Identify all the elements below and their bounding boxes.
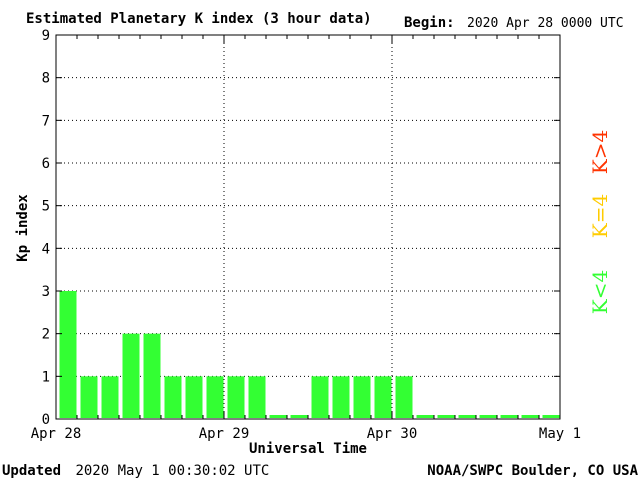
- kp-bar: [80, 376, 98, 418]
- legend-low: K<4: [588, 270, 612, 314]
- y-tick-label: 1: [42, 369, 50, 385]
- kp-bar: [416, 415, 434, 418]
- y-tick-label: 0: [42, 412, 50, 428]
- chart-title: Estimated Planetary K index (3 hour data…: [26, 11, 372, 27]
- kp-bar: [269, 415, 287, 418]
- updated-value: 2020 May 1 00:30:02 UTC: [75, 463, 269, 479]
- kp-bar: [395, 376, 413, 418]
- x-tick-label: Apr 28: [31, 426, 82, 442]
- kp-bar: [479, 415, 497, 418]
- source-credit: NOAA/SWPC Boulder, CO USA: [427, 463, 638, 479]
- y-axis-label: Kp index: [15, 194, 31, 262]
- kp-bar: [227, 376, 245, 418]
- y-tick-label: 5: [42, 199, 50, 215]
- kp-bar: [206, 376, 224, 418]
- updated-line: Updated 2020 May 1 00:30:02 UTC: [2, 463, 269, 479]
- x-axis-label: Universal Time: [249, 441, 367, 457]
- kp-bar: [143, 333, 161, 418]
- kp-bar: [332, 376, 350, 418]
- updated-label: Updated: [2, 463, 61, 479]
- kp-bar: [542, 415, 560, 418]
- kp-bar: [437, 415, 455, 418]
- kp-bar: [500, 415, 518, 418]
- kp-bar: [374, 376, 392, 418]
- x-tick-label: Apr 30: [367, 426, 418, 442]
- kp-bar: [122, 333, 140, 418]
- kp-bar: [311, 376, 329, 418]
- y-tick-label: 6: [42, 156, 50, 172]
- kp-bar: [521, 415, 539, 418]
- kp-bar: [164, 376, 182, 418]
- legend-high: K>4: [588, 130, 612, 174]
- begin-label: Begin:: [404, 15, 455, 31]
- y-tick-label: 7: [42, 113, 50, 129]
- plot-frame: [55, 34, 561, 420]
- kp-bar: [290, 415, 308, 418]
- kp-bar: [59, 291, 77, 418]
- x-tick-label: May 1: [539, 426, 581, 442]
- y-tick-label: 3: [42, 284, 50, 300]
- kp-bar: [101, 376, 119, 418]
- begin-value: 2020 Apr 28 0000 UTC: [467, 16, 624, 31]
- x-tick-label: Apr 29: [199, 426, 250, 442]
- x-tick-labels: Apr 28 Apr 29 Apr 30 May 1: [31, 426, 581, 442]
- kp-bar: [248, 376, 266, 418]
- kp-bar: [185, 376, 203, 418]
- y-tick-label: 4: [42, 241, 50, 257]
- y-tick-labels: 0 1 2 3 4 5 6 7 8 9: [42, 28, 50, 428]
- kp-bar: [458, 415, 476, 418]
- bars: [59, 291, 560, 418]
- legend-mid: K=4: [588, 194, 612, 238]
- kp-bar: [353, 376, 371, 418]
- y-tick-label: 9: [42, 28, 50, 44]
- grid-lines: [56, 35, 560, 419]
- y-tick-label: 8: [42, 71, 50, 87]
- y-tick-label: 2: [42, 327, 50, 343]
